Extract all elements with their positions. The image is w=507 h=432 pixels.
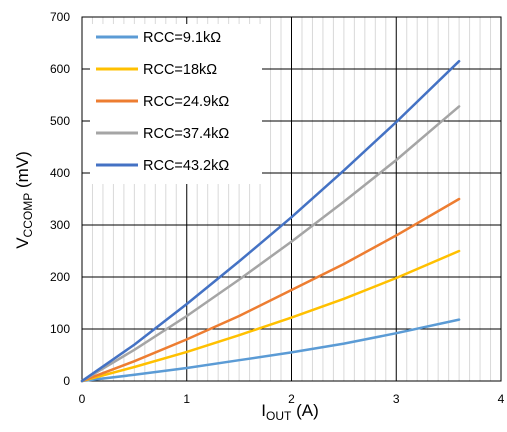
series-line bbox=[80, 197, 461, 383]
legend-box bbox=[90, 24, 262, 184]
x-tick-label: 0 bbox=[79, 392, 86, 406]
series-line bbox=[80, 249, 461, 383]
series-layer bbox=[80, 59, 461, 383]
y-tick-label: 200 bbox=[50, 270, 70, 284]
series-line bbox=[80, 59, 461, 383]
y-tick-label: 100 bbox=[50, 322, 70, 336]
plot-area-border bbox=[81, 16, 502, 382]
y-tick-label: 700 bbox=[50, 10, 70, 24]
y-tick-label: 500 bbox=[50, 114, 70, 128]
y-axis-title: VCCOMP (mV) bbox=[13, 151, 35, 249]
y-tick-label: 400 bbox=[50, 166, 70, 180]
x-axis-title-unit: (A) bbox=[291, 401, 318, 420]
legend-label: RCC=24.9kΩ bbox=[143, 94, 229, 110]
x-axis-title-main: I bbox=[261, 401, 266, 420]
y-tick-label: 600 bbox=[50, 62, 70, 76]
series-line bbox=[80, 318, 461, 383]
legend-label: RCC=37.4kΩ bbox=[143, 126, 229, 142]
series-line bbox=[80, 105, 461, 383]
legend-label: RCC=43.2kΩ bbox=[143, 158, 229, 174]
legend: RCC=9.1kΩ RCC=18kΩ RCC=24.9kΩ RCC=37.4kΩ RCC… bbox=[90, 24, 262, 184]
legend-label: RCC=18kΩ bbox=[143, 62, 217, 78]
x-tick-label: 2 bbox=[288, 392, 295, 406]
y-tick-label: 300 bbox=[50, 218, 70, 232]
legend-label: RCC=9.1kΩ bbox=[143, 30, 221, 46]
x-axis-title: IOUT (A) bbox=[261, 401, 318, 423]
y-axis-title-sub: CCOMP bbox=[21, 193, 35, 238]
y-axis-title-unit: (mV) bbox=[13, 151, 32, 193]
x-axis-title-sub: OUT bbox=[266, 409, 292, 423]
x-tick-label: 3 bbox=[393, 392, 400, 406]
x-tick-label: 4 bbox=[498, 392, 505, 406]
x-tick-labels: 0 1 2 3 4 bbox=[79, 392, 505, 406]
y-axis-title-main: V bbox=[13, 237, 32, 249]
y-tick-label: 0 bbox=[63, 374, 70, 388]
x-tick-label: 1 bbox=[183, 392, 190, 406]
y-tick-labels: 0 100 200 300 400 500 600 700 bbox=[50, 10, 70, 388]
